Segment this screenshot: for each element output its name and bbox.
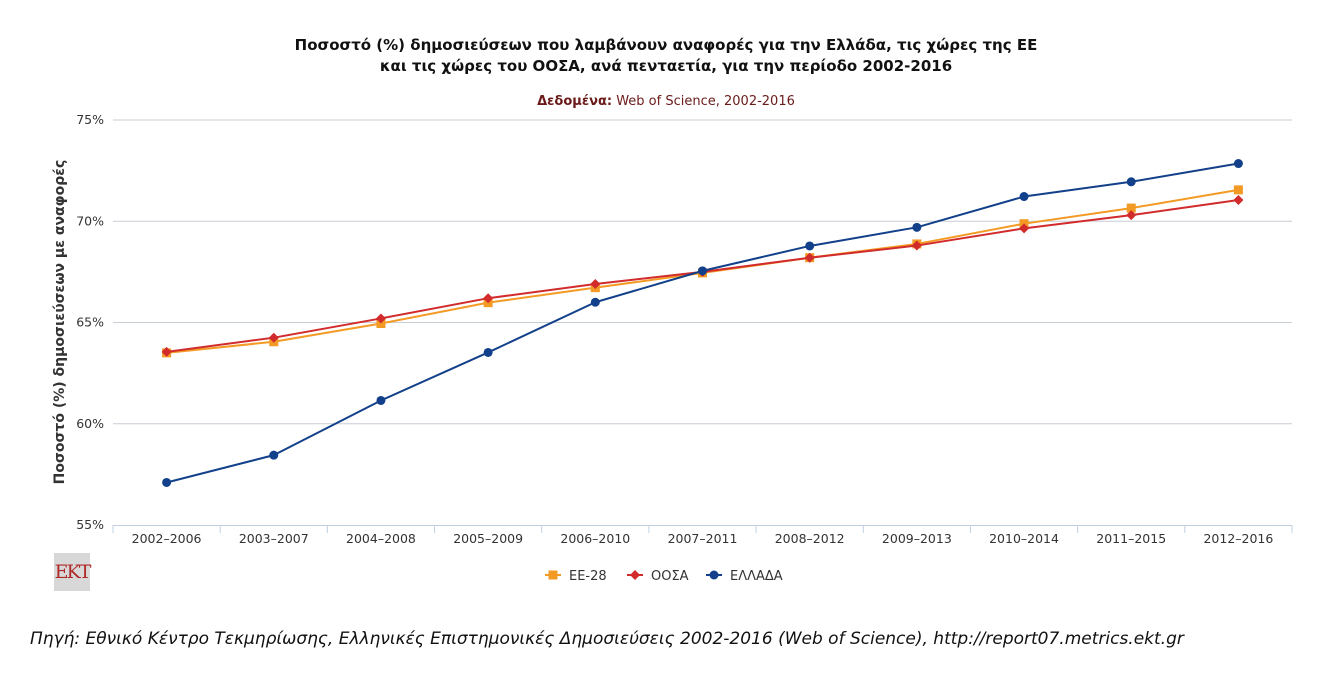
data-point-2-8 xyxy=(1019,192,1029,202)
x-tick-label-0: 2002–2006 xyxy=(132,531,202,546)
legend-marker-0 xyxy=(548,570,558,580)
x-tick-label-6: 2008–2012 xyxy=(775,531,845,546)
data-point-2-0 xyxy=(162,477,172,487)
x-tick-label-1: 2003–2007 xyxy=(239,531,309,546)
data-point-0-2 xyxy=(376,319,386,329)
legend-label-1: ΟΟΣΑ xyxy=(651,569,689,584)
data-point-2-9 xyxy=(1126,177,1136,187)
data-point-2-5 xyxy=(698,266,707,276)
data-point-1-2 xyxy=(375,313,386,324)
legend-item-0[interactable]: ΕΕ-28 xyxy=(545,569,607,584)
data-point-2-4 xyxy=(590,297,600,307)
x-tick-label-10: 2012–2016 xyxy=(1203,531,1273,546)
subtitle-value: Web of Science, 2002-2016 xyxy=(612,94,795,109)
legend-item-1[interactable]: ΟΟΣΑ xyxy=(627,569,689,584)
legend-label-2: ΕΛΛΑΔΑ xyxy=(730,569,783,584)
data-point-0-10 xyxy=(1233,185,1243,195)
y-tick-label-4: 75% xyxy=(76,112,104,127)
data-point-2-10 xyxy=(1233,159,1243,169)
data-point-2-2 xyxy=(376,395,386,405)
data-point-2-3 xyxy=(483,347,493,357)
legend-marker-1 xyxy=(630,570,640,580)
series-2 xyxy=(162,159,1243,487)
x-axis: 2002–2006 2003–2007 2004–2008 2005–2009 2006… xyxy=(112,525,1293,546)
legend-item-2[interactable]: ΕΛΛΑΔΑ xyxy=(706,569,783,584)
y-tick-label-2: 65% xyxy=(76,315,104,330)
data-point-1-9 xyxy=(1126,210,1137,221)
chart-title-line2: και τις χώρες του ΟΟΣΑ, ανά πενταετία, γ… xyxy=(379,57,953,75)
x-tick-label-5: 2007–2011 xyxy=(668,531,738,546)
chart-title: Ποσοστό (%) δημοσιεύσεων που λαμβάνουν α… xyxy=(0,35,1319,77)
subtitle-label: Δεδομένα: xyxy=(537,94,613,109)
data-point-0-9 xyxy=(1126,203,1136,213)
x-tick-label-8: 2010–2014 xyxy=(989,531,1059,546)
data-point-2-1 xyxy=(269,450,279,460)
series-lines xyxy=(161,159,1244,487)
legend-marker-2 xyxy=(709,570,719,580)
data-point-1-10 xyxy=(1233,194,1244,205)
x-tick-label-4: 2006–2010 xyxy=(560,531,630,546)
data-point-1-7 xyxy=(911,240,922,251)
y-axis-label: Ποσοστό (%) δημοσιεύσεων με αναφορές xyxy=(52,160,68,485)
data-point-1-0 xyxy=(161,346,172,357)
chart-subtitle: Δεδομένα: Web of Science, 2002-2016 xyxy=(0,94,1319,109)
data-point-1-8 xyxy=(1019,223,1030,234)
x-tick-label-3: 2005–2009 xyxy=(453,531,523,546)
chart-title-line1: Ποσοστό (%) δημοσιεύσεων που λαμβάνουν α… xyxy=(294,36,1038,54)
x-tick-label-9: 2011–2015 xyxy=(1096,531,1166,546)
data-point-1-6 xyxy=(804,252,815,263)
data-point-2-7 xyxy=(912,222,922,232)
y-tick-label-0: 55% xyxy=(76,517,104,532)
y-tick-label-1: 60% xyxy=(76,416,104,431)
legend[interactable]: ΕΕ-28 ΟΟΣΑ ΕΛΛΑΔΑ xyxy=(545,569,783,584)
line-chart: 55% 60% 65% 70% 75% 2002–2006 2003–2007 2004–2… xyxy=(52,112,1293,584)
data-point-2-6 xyxy=(805,241,815,251)
x-tick-label-7: 2009–2013 xyxy=(882,531,952,546)
data-point-1-4 xyxy=(590,279,601,290)
source-note: Πηγή: Εθνικό Κέντρο Τεκμηρίωσης, Ελληνικ… xyxy=(30,629,1184,649)
legend-label-0: ΕΕ-28 xyxy=(569,569,607,584)
y-tick-label-3: 70% xyxy=(76,213,104,228)
y-axis: 55% 60% 65% 70% 75% xyxy=(76,112,104,532)
grid-lines xyxy=(113,119,1292,425)
x-tick-label-2: 2004–2008 xyxy=(346,531,416,546)
data-point-1-3 xyxy=(483,293,494,304)
ekt-logo: ΕΚΤ xyxy=(54,553,91,591)
series-line-2 xyxy=(166,162,1239,484)
data-point-1-1 xyxy=(268,332,279,343)
